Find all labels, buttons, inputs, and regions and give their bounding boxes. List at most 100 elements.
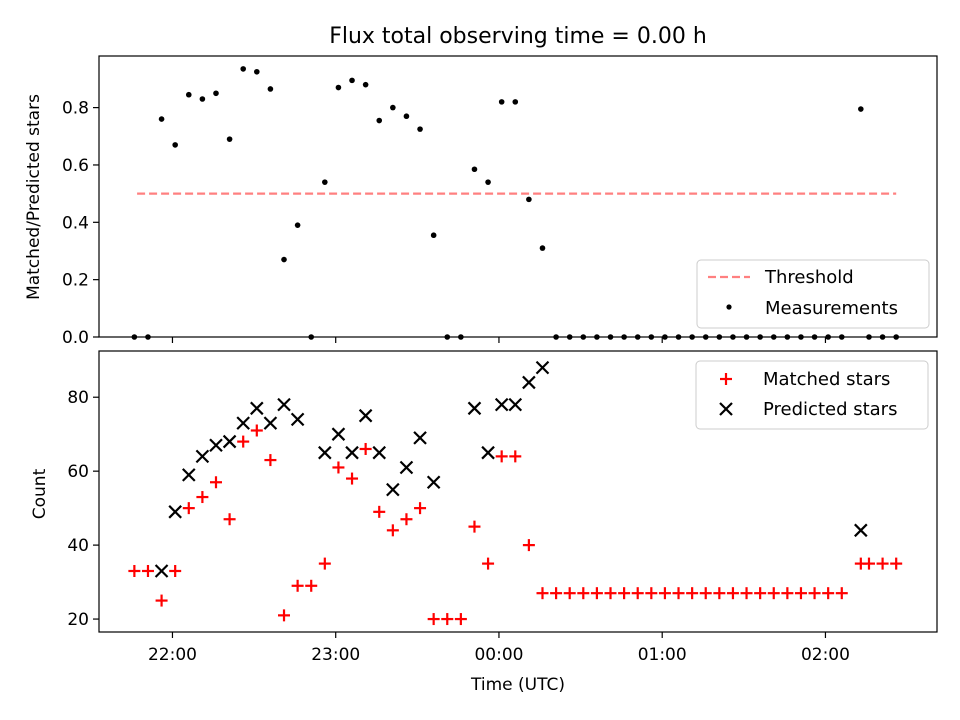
matched-star-point (550, 587, 563, 600)
measurement-point (322, 179, 328, 185)
measurement-point (254, 68, 260, 75)
matched-star-point (278, 609, 291, 622)
predicted-star-point (494, 397, 509, 412)
measurement-point (267, 86, 274, 92)
bottom-plot-frame (98, 350, 938, 633)
measurement-point (281, 256, 287, 263)
matched-star-point (441, 613, 454, 626)
matched-star-point (740, 587, 753, 600)
top-legend: Threshold Measurements (696, 259, 930, 329)
matched-star-point (618, 587, 631, 600)
matched-star-point (454, 613, 467, 626)
x-tick-label: 02:00 (801, 645, 850, 665)
matched-star-point (754, 587, 767, 600)
predicted-star-point (250, 401, 264, 416)
predicted-star-point (358, 408, 373, 423)
matched-star-point (604, 587, 617, 600)
predicted-star-point (481, 445, 495, 460)
measurement-point (240, 66, 247, 72)
measurement-point (390, 104, 396, 111)
predicted-star-point (236, 416, 250, 430)
bottom-legend: Matched stars Predicted stars (695, 360, 929, 430)
matched-star-point (386, 524, 399, 537)
matched-star-point (346, 472, 359, 485)
matched-star-point (482, 557, 495, 570)
matched-star-point (155, 594, 168, 607)
matched-star-point (359, 442, 372, 455)
matched-star-point (373, 505, 386, 518)
measurement-point (376, 117, 383, 124)
threshold-legend-label: Threshold (764, 267, 854, 288)
top-panel: 0.0 0.2 0.4 0.6 0.8 Threshold Measurements (62, 55, 938, 348)
predicted-star-point (399, 460, 414, 475)
matched-star-point (713, 587, 726, 600)
matched-star-point (767, 587, 780, 600)
bottom-y-ticks: 20 40 60 80 (67, 388, 99, 630)
matched-star-point (862, 557, 875, 570)
matched-star-point (808, 587, 821, 600)
predicted-star-point (318, 445, 332, 460)
matched-star-point (427, 613, 440, 626)
x-tick-label: 00:00 (474, 645, 523, 665)
matched-star-point (645, 587, 658, 600)
measurement-point (858, 106, 864, 112)
predicted-star-point (263, 416, 278, 430)
matched-star-point (835, 587, 848, 600)
predicted-legend-swatch (719, 402, 733, 416)
matched-star-point (536, 587, 549, 600)
matched-star-point (495, 450, 508, 463)
predicted-star-point (154, 564, 169, 578)
predicted-legend-label: Predicted stars (763, 399, 897, 420)
matched-star-point (726, 587, 739, 600)
predicted-star-point (522, 375, 536, 390)
matched-star-point (237, 435, 250, 448)
measurement-point (417, 126, 423, 132)
predicted-star-point (467, 401, 482, 416)
matched-star-point (890, 557, 903, 570)
predicted-star-point (331, 427, 346, 441)
top-y-axis-label: Matched/Predicted stars (24, 94, 44, 300)
measurement-point (430, 232, 437, 239)
measurement-point (512, 99, 519, 105)
top-y-tick-label: 0.2 (62, 271, 89, 291)
matched-star-point (822, 587, 835, 600)
matched-star-point (291, 579, 304, 592)
measurement-point (226, 136, 233, 142)
top-plot-frame (98, 55, 938, 338)
bottom-legend-box (695, 360, 929, 430)
predicted-star-point (195, 449, 210, 464)
predicted-star-point (182, 468, 196, 482)
matched-star-point (223, 513, 236, 526)
matched-star-point (169, 564, 182, 577)
bottom-y-tick-label: 60 (67, 462, 89, 482)
matched-star-point (305, 579, 318, 592)
measurement-point (335, 84, 342, 91)
top-y-tick-label: 0.4 (62, 213, 89, 233)
matched-star-point (196, 491, 209, 504)
bottom-marks (128, 360, 903, 626)
measurement-point (485, 179, 491, 185)
matched-star-point (332, 461, 345, 474)
bottom-y-tick-label: 80 (67, 388, 89, 408)
measurement-point (172, 142, 178, 148)
chart-title: Flux total observing time = 0.00 h (329, 24, 707, 49)
predicted-star-point (277, 397, 291, 412)
matched-star-point (509, 450, 522, 463)
matched-star-point (182, 502, 195, 515)
matched-star-point (590, 587, 603, 600)
x-tick-label: 22:00 (148, 645, 197, 665)
measurement-point (526, 196, 532, 203)
predicted-star-point (535, 360, 550, 375)
matched-star-point (468, 520, 481, 533)
matched-star-point (209, 476, 222, 489)
bottom-y-axis-label: Count (30, 468, 50, 519)
measurement-point (471, 166, 478, 173)
measurement-point (403, 113, 410, 120)
bottom-x-ticks: 22:00 23:00 00:00 01:00 02:00 (148, 632, 850, 665)
matched-star-point (672, 587, 685, 600)
x-axis-label: Time (UTC) (470, 675, 565, 695)
matched-star-point (699, 587, 712, 600)
matched-star-point (563, 587, 576, 600)
matched-legend-label: Matched stars (763, 369, 890, 390)
